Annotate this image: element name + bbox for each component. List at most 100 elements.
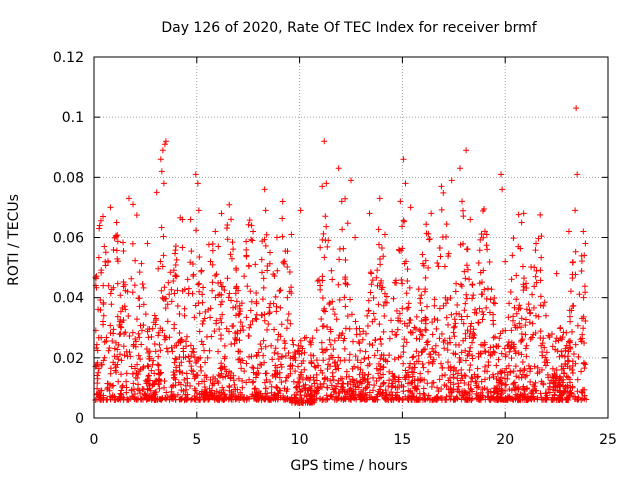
data-point xyxy=(110,382,117,389)
data-point xyxy=(243,253,250,260)
data-point xyxy=(170,369,177,376)
data-point xyxy=(299,376,306,383)
data-point xyxy=(321,305,328,312)
data-point xyxy=(565,358,572,365)
data-point xyxy=(196,280,203,287)
data-point xyxy=(320,357,327,364)
data-point xyxy=(538,254,545,261)
data-point xyxy=(518,330,525,337)
data-point xyxy=(527,309,534,316)
data-point xyxy=(166,291,173,298)
data-point xyxy=(190,345,197,352)
data-point xyxy=(324,323,331,330)
data-point xyxy=(483,231,490,238)
data-point xyxy=(258,361,265,368)
data-point xyxy=(563,342,570,349)
data-point xyxy=(192,387,199,394)
data-point xyxy=(502,327,509,334)
data-point xyxy=(258,345,265,352)
data-point xyxy=(383,293,390,300)
data-point xyxy=(460,213,467,220)
data-point xyxy=(238,365,245,372)
data-point xyxy=(108,301,115,308)
data-point xyxy=(505,362,512,369)
data-point xyxy=(166,334,173,341)
data-point xyxy=(519,371,526,378)
data-point xyxy=(439,365,446,372)
data-point xyxy=(218,360,225,367)
data-point xyxy=(118,391,125,398)
data-point xyxy=(271,273,278,280)
data-point xyxy=(151,370,158,377)
data-point xyxy=(554,347,561,354)
data-point xyxy=(173,256,180,263)
data-point xyxy=(505,314,512,321)
data-point xyxy=(402,393,409,400)
data-point xyxy=(347,296,354,303)
data-point xyxy=(537,293,544,300)
data-point xyxy=(425,230,432,237)
data-point xyxy=(315,385,322,392)
data-point xyxy=(278,379,285,386)
data-point xyxy=(508,327,515,334)
data-point xyxy=(507,289,514,296)
y-tick-label: 0.12 xyxy=(53,50,84,66)
data-point xyxy=(569,275,576,282)
y-axis-ticks: 0 0.02 0.04 0.06 0.08 0.1 0.12 xyxy=(53,50,608,427)
data-point xyxy=(246,324,253,331)
data-point xyxy=(260,284,267,291)
data-point xyxy=(429,396,436,403)
data-point xyxy=(92,274,99,281)
data-point xyxy=(316,276,323,283)
data-point xyxy=(422,274,429,281)
data-point xyxy=(331,360,338,367)
data-point xyxy=(407,204,414,211)
data-point xyxy=(446,335,453,342)
data-point xyxy=(439,372,446,379)
data-point xyxy=(448,311,455,318)
data-point xyxy=(271,349,278,356)
data-point xyxy=(573,105,580,112)
data-point xyxy=(461,380,468,387)
data-point xyxy=(169,348,176,355)
data-point xyxy=(125,195,132,202)
data-point xyxy=(262,385,269,392)
data-point xyxy=(565,374,572,381)
data-point xyxy=(302,399,309,406)
data-point xyxy=(123,370,130,377)
data-point xyxy=(170,267,177,274)
data-point xyxy=(183,396,190,403)
data-point xyxy=(172,376,179,383)
data-point xyxy=(394,326,401,333)
data-point xyxy=(342,303,349,310)
data-point xyxy=(499,186,506,193)
data-point xyxy=(522,316,529,323)
data-point xyxy=(260,337,267,344)
data-point xyxy=(470,326,477,333)
data-point xyxy=(438,330,445,337)
data-point xyxy=(379,389,386,396)
data-point xyxy=(274,350,281,357)
data-point xyxy=(565,338,572,345)
data-point xyxy=(96,222,103,229)
data-point xyxy=(228,341,235,348)
data-point xyxy=(436,305,443,312)
data-point xyxy=(523,280,530,287)
data-point xyxy=(282,377,289,384)
data-point xyxy=(463,291,470,298)
data-point xyxy=(174,287,181,294)
data-point xyxy=(544,371,551,378)
data-point xyxy=(418,307,425,314)
data-point xyxy=(342,395,349,402)
data-point xyxy=(249,237,256,244)
data-point xyxy=(347,378,354,385)
data-point xyxy=(288,284,295,291)
data-point xyxy=(481,286,488,293)
data-point xyxy=(172,382,179,389)
data-point xyxy=(415,358,422,365)
data-point xyxy=(456,165,463,172)
data-point xyxy=(534,394,541,401)
data-point xyxy=(519,359,526,366)
data-point xyxy=(497,330,504,337)
data-point xyxy=(233,265,240,272)
